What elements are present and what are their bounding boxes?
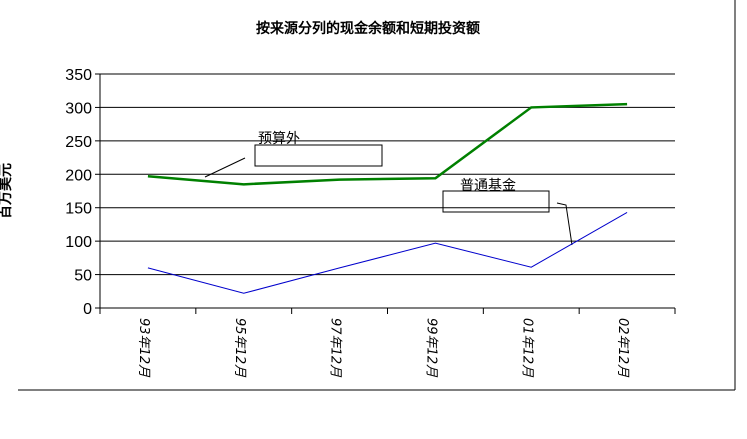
x-tick-label: 93年12月 [136, 318, 151, 378]
callout-box [254, 144, 383, 167]
series-line [147, 211, 628, 294]
y-tick-label: 350 [65, 67, 92, 84]
y-tick-label: 300 [65, 100, 92, 117]
series-callout-label: 普通基金 [460, 177, 516, 194]
x-tick-label: 97年12月 [328, 318, 343, 378]
y-tick-label: 150 [65, 201, 92, 218]
series-callout-label: 预算外 [258, 131, 300, 147]
y-tick-label: 0 [83, 301, 92, 318]
chart-title: 按来源分列的现金余额和短期投资额 [256, 20, 480, 37]
callout-box [442, 190, 550, 213]
y-tick-label: 200 [65, 167, 92, 184]
y-tick-label: 50 [74, 268, 92, 285]
y-tick-label: 250 [65, 134, 92, 151]
x-tick-label: 99年12月 [423, 318, 438, 378]
x-tick-label: 95年12月 [232, 318, 247, 378]
callout-leader [556, 202, 573, 246]
y-tick-label: 100 [65, 234, 92, 251]
y-axis-label: 百万美元 [0, 163, 14, 219]
x-tick-label: 01年12月 [519, 318, 534, 378]
series-line [147, 102, 628, 186]
x-tick-label: 02年12月 [615, 318, 630, 378]
